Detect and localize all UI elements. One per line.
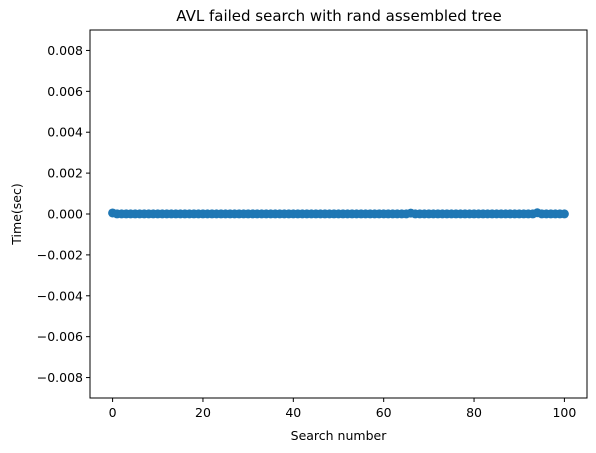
x-tick-label: 60: [376, 405, 392, 420]
plot-frame: [89, 29, 588, 399]
y-tick-label: −0.006: [37, 329, 83, 344]
y-tick-label: −0.008: [37, 370, 83, 385]
x-tick-label: 0: [109, 405, 117, 420]
x-axis-label: Search number: [291, 428, 388, 443]
x-axis: 0 20 40 60 80 100: [109, 398, 576, 420]
y-tick-label: 0.004: [47, 125, 83, 140]
y-tick-label: 0.000: [47, 207, 83, 222]
x-tick-label: 20: [195, 405, 211, 420]
y-axis: 0.008 0.006 0.004 0.002 0.000 −0.002 −0.004 −0.…: [37, 43, 90, 385]
y-tick-label: 0.006: [47, 84, 83, 99]
x-tick-label: 80: [466, 405, 482, 420]
y-tick-label: 0.002: [47, 166, 83, 181]
x-tick-label: 100: [552, 405, 576, 420]
x-tick-label: 40: [285, 405, 301, 420]
y-axis-label: Time(sec): [9, 183, 24, 245]
data-point: [559, 209, 569, 219]
y-tick-label: −0.004: [37, 288, 83, 303]
chart-title: AVL failed search with rand assembled tr…: [176, 7, 501, 25]
y-tick-label: −0.002: [37, 247, 83, 262]
data-points: [108, 208, 569, 219]
y-tick-label: 0.008: [47, 43, 83, 58]
